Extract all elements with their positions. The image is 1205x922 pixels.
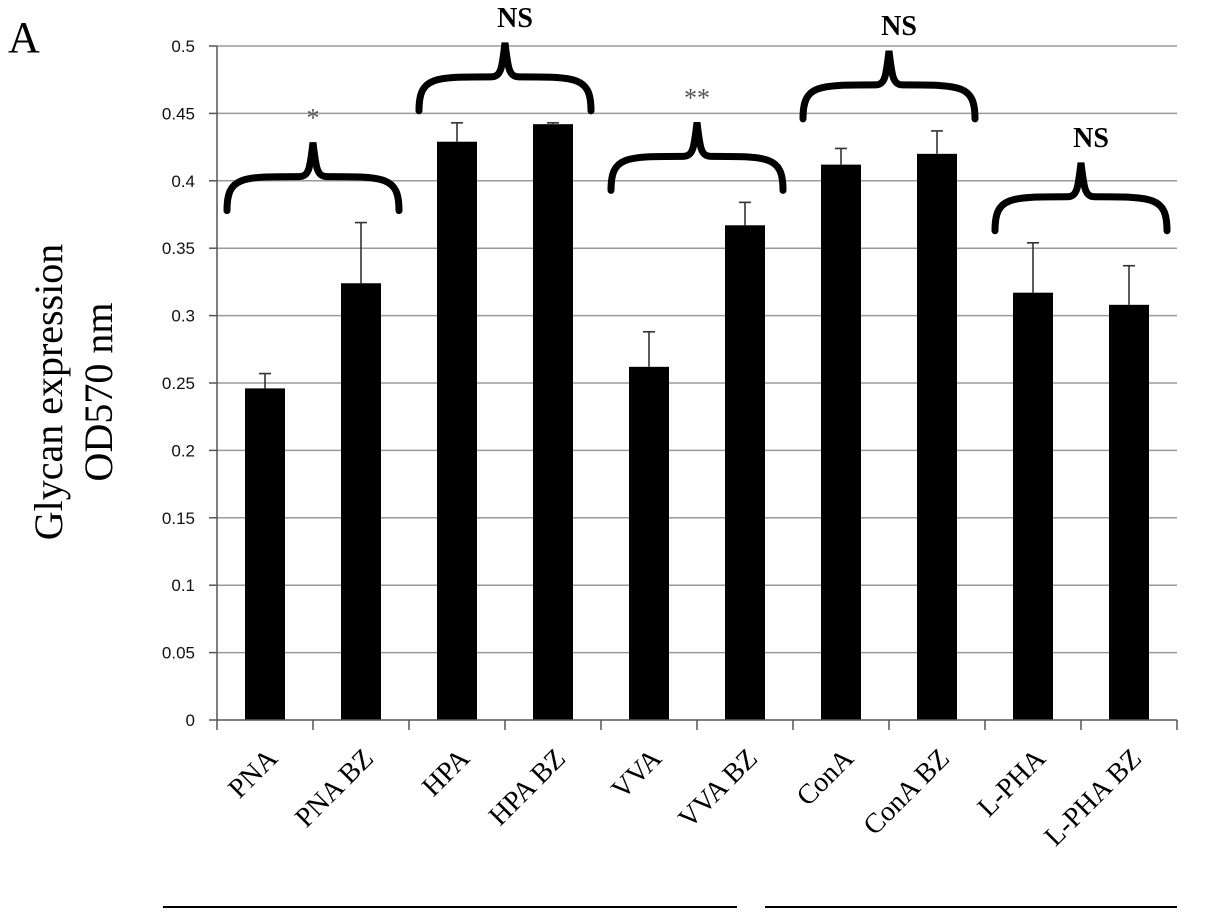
significance-label: NS	[1073, 123, 1109, 154]
significance-annotations: * NS ** NS NS	[223, 3, 1171, 235]
significance-bracket	[415, 42, 595, 115]
bar	[1013, 292, 1053, 720]
bar	[821, 164, 861, 720]
y-tick-label: 0.25	[162, 374, 195, 393]
x-category-label: L-PHA	[972, 742, 1053, 823]
bar	[917, 153, 957, 721]
bar	[533, 124, 573, 720]
significance-bracket	[799, 50, 979, 123]
x-category-label: HPA BZ	[483, 743, 572, 832]
y-tick-label: 0.45	[162, 104, 195, 123]
y-tick-label: 0	[186, 711, 195, 730]
x-category-label: ConA BZ	[858, 743, 956, 841]
bar	[341, 283, 381, 720]
error-bars	[259, 122, 1135, 389]
significance-label: NS	[881, 11, 917, 42]
y-tick-label: 0.05	[162, 644, 195, 663]
significance-bracket	[223, 142, 403, 215]
bar	[725, 225, 765, 720]
x-category-label: PNA BZ	[289, 743, 380, 834]
x-category-label: ConA	[791, 742, 861, 812]
y-tick-label: 0.4	[171, 172, 195, 191]
y-tick-label: 0.5	[171, 37, 195, 56]
x-category-label: VVA	[606, 742, 669, 805]
y-tick-label: 0.3	[171, 307, 195, 326]
bar	[1109, 304, 1149, 720]
y-axis-label-line2: OD570 nm	[76, 303, 121, 482]
y-axis-label-line1: Glycan expression	[26, 244, 71, 541]
significance-bracket	[991, 162, 1171, 235]
significance-label: **	[684, 83, 710, 112]
x-category-label: PNA	[222, 742, 284, 804]
significance-label: NS	[497, 3, 533, 34]
panel-label: A	[8, 13, 40, 62]
y-tick-label: 0.1	[171, 576, 195, 595]
x-category-label: VVA BZ	[673, 743, 764, 834]
significance-bracket	[607, 121, 787, 194]
x-category-label: HPA	[416, 742, 476, 802]
y-tick-label: 0.2	[171, 441, 195, 460]
x-category-label: L-PHA BZ	[1039, 743, 1148, 852]
y-tick-label: 0.35	[162, 239, 195, 258]
bar	[245, 388, 285, 720]
axes	[216, 46, 1178, 730]
y-tick-label: 0.15	[162, 509, 195, 528]
y-axis-ticks: 0 0.05 0.1 0.15 0.2 0.25 0.3 0.35 0.4 0.45 0.5	[162, 37, 217, 730]
bar	[629, 366, 669, 720]
bar	[437, 141, 477, 720]
bars	[245, 124, 1149, 721]
significance-label: *	[307, 104, 320, 133]
